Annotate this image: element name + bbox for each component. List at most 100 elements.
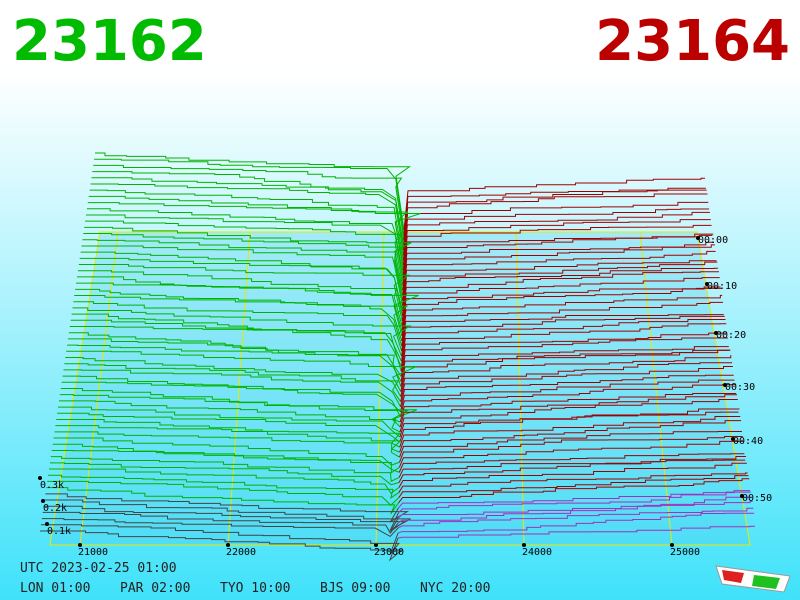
tick-dot <box>714 331 718 335</box>
ask-line <box>403 189 707 241</box>
ask-line <box>398 490 751 509</box>
depth-label: 0.2k <box>43 503 67 514</box>
utc-time: UTC 2023-02-25 01:00 <box>20 561 177 576</box>
bid-line <box>53 437 400 466</box>
bid-line <box>42 511 399 534</box>
bid-line <box>95 152 412 231</box>
ask-line <box>398 453 745 473</box>
ask-line <box>399 384 736 417</box>
ask-line <box>400 366 733 402</box>
ask-line <box>397 507 754 529</box>
bid-line <box>49 468 400 494</box>
bid-line <box>84 226 412 291</box>
bid-line <box>77 270 403 327</box>
ask-line <box>399 394 737 428</box>
price-grid <box>375 231 385 546</box>
ask-line <box>402 241 715 286</box>
ask-line <box>398 455 746 483</box>
price-label: 23000 <box>374 547 404 558</box>
bid-line <box>89 189 404 261</box>
ask-line <box>400 374 734 407</box>
price-grid <box>515 231 525 546</box>
bid-line <box>85 220 404 286</box>
tick-dot <box>38 476 42 480</box>
ask-line <box>401 271 719 316</box>
tick-dot <box>731 437 735 441</box>
ask-line <box>401 267 719 311</box>
ask-line <box>398 472 748 493</box>
ask-line <box>402 219 711 266</box>
bid-line <box>69 326 402 372</box>
ask-line <box>402 250 716 296</box>
ask-line <box>401 287 722 332</box>
ask-line <box>402 233 714 281</box>
bid-line <box>74 295 403 347</box>
ask-line <box>401 294 723 337</box>
time-label: 00:00 <box>698 235 728 246</box>
ask-line <box>402 211 710 261</box>
city-time: LON 01:00 <box>20 581 90 596</box>
tick-dot <box>41 499 45 503</box>
ask-line <box>400 323 727 362</box>
ask-line <box>399 398 738 433</box>
bid-line <box>45 493 410 523</box>
bid-line <box>51 449 400 473</box>
ask-line <box>398 475 749 498</box>
ask-line <box>402 224 712 271</box>
ask-line <box>402 244 715 291</box>
tick-dot <box>226 543 230 547</box>
bid-line <box>86 208 404 276</box>
price-label: 21000 <box>78 547 108 558</box>
tick-dot <box>78 543 82 547</box>
bid-line <box>47 480 400 506</box>
ask-line <box>401 277 720 321</box>
ask-line <box>401 315 725 352</box>
city-time: BJS 09:00 <box>320 581 390 596</box>
bid-line <box>59 394 410 428</box>
tick-dot <box>723 383 727 387</box>
bid-line <box>92 171 405 246</box>
ask-line <box>398 440 744 468</box>
bid-line <box>67 338 402 382</box>
ask-line <box>403 208 710 256</box>
bid-line <box>85 214 404 281</box>
time-label: 00:10 <box>707 281 737 292</box>
ask-line <box>399 420 742 453</box>
depth-label: 0.3k <box>40 480 64 491</box>
tick-dot <box>705 282 709 286</box>
bid-line <box>54 431 400 458</box>
bid-line <box>60 387 418 423</box>
bid-line <box>82 239 404 301</box>
ask-line <box>399 436 743 463</box>
bid-line <box>43 505 407 532</box>
ask-line <box>401 319 726 357</box>
bid-line <box>83 233 404 296</box>
time-label: 00:20 <box>716 330 746 341</box>
bid-line <box>71 313 402 362</box>
bid-line <box>78 264 411 321</box>
bid-line <box>76 282 419 337</box>
price-label: 24000 <box>522 547 552 558</box>
price-grid <box>79 231 119 546</box>
bid-line <box>46 487 400 515</box>
bid-line <box>73 301 403 352</box>
bid-line <box>76 276 403 332</box>
ask-line <box>399 430 742 458</box>
ask-line <box>402 260 717 301</box>
bid-line <box>64 363 402 402</box>
bid-line <box>40 530 404 562</box>
ask-line <box>399 408 740 443</box>
bid-line <box>58 406 401 438</box>
bid-line <box>55 425 402 453</box>
ask-line <box>398 491 751 514</box>
glasses-icon <box>715 565 791 593</box>
ask-line <box>398 500 753 524</box>
depth-label: 0.1k <box>47 526 71 537</box>
city-time: PAR 02:00 <box>120 581 190 596</box>
bid-line <box>61 381 401 418</box>
ask-line <box>401 301 724 342</box>
ask-line <box>402 261 718 306</box>
price-label: 25000 <box>670 547 700 558</box>
